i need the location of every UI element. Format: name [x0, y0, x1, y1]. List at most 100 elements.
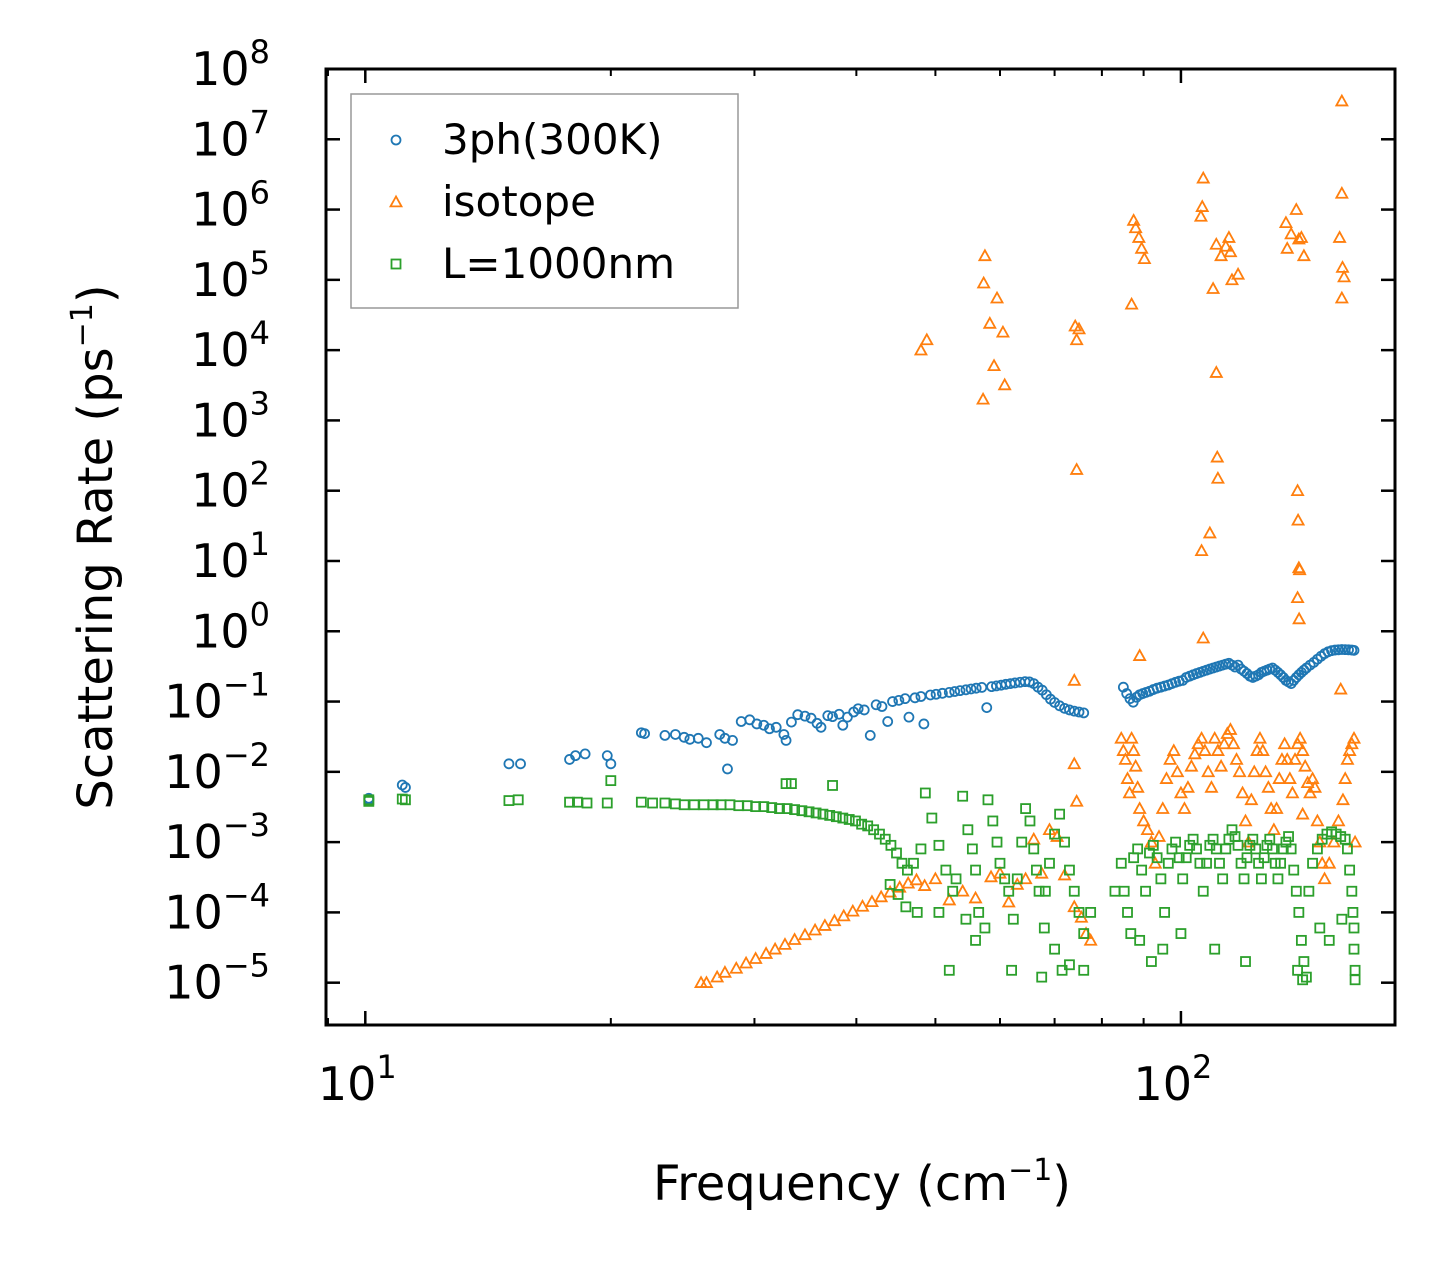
- data-point-circle: [899, 693, 911, 705]
- data-point-circle: [1348, 644, 1360, 656]
- data-point-circle: [858, 704, 870, 716]
- data-point-triangle: [1298, 758, 1313, 772]
- data-point-circle: [1336, 644, 1348, 655]
- data-point-triangle: [1289, 202, 1304, 215]
- data-point-triangle: [1194, 730, 1209, 744]
- data-point-circle: [727, 735, 738, 746]
- data-point-triangle: [1214, 248, 1229, 262]
- x-tick-exponent: 1: [376, 1048, 396, 1086]
- data-point-triangle: [1201, 764, 1216, 778]
- y-tick-exponent: 6: [250, 174, 270, 212]
- legend-marker-triangle: [388, 194, 404, 208]
- data-point-square: [1128, 852, 1140, 864]
- data-point-square: [1049, 828, 1060, 840]
- data-point-square: [564, 796, 575, 808]
- data-point-square: [1140, 885, 1151, 897]
- data-point-triangle: [1134, 241, 1149, 254]
- data-point-square: [1238, 873, 1250, 885]
- data-point-circle: [639, 728, 650, 739]
- data-point-triangle: [1210, 470, 1225, 484]
- data-point-square: [766, 802, 778, 813]
- y-tick-label: 108: [191, 33, 270, 96]
- data-point-square: [1201, 857, 1212, 869]
- data-point-triangle: [855, 898, 870, 912]
- data-point-triangle: [797, 927, 813, 941]
- data-point-triangle: [1346, 730, 1362, 744]
- data-point-triangle: [997, 377, 1012, 391]
- data-point-square: [1217, 873, 1229, 885]
- data-point-square: [933, 839, 945, 851]
- data-point-circle: [799, 710, 811, 722]
- data-point-circle: [925, 689, 936, 701]
- data-point-triangle: [977, 248, 992, 262]
- data-point-circle: [903, 711, 915, 723]
- data-point-square: [885, 839, 897, 851]
- data-point-square: [1184, 839, 1196, 851]
- data-point-square: [1054, 808, 1066, 820]
- data-point-triangle: [1310, 813, 1325, 827]
- y-tick-base: 10: [164, 745, 223, 799]
- data-point-triangle: [1223, 244, 1238, 258]
- y-tick-base: 10: [191, 112, 250, 166]
- data-point-circle: [918, 718, 930, 730]
- data-point-square: [830, 811, 842, 823]
- data-point-triangle: [913, 342, 928, 356]
- data-point-triangle: [1218, 238, 1233, 252]
- data-point-square: [1145, 956, 1157, 967]
- data-point-triangle: [909, 872, 924, 886]
- data-point-triangle: [1187, 746, 1202, 760]
- data-point-circle: [400, 782, 411, 793]
- data-point-triangle: [739, 955, 754, 969]
- data-point-square: [987, 815, 999, 827]
- data-point-circle: [659, 729, 671, 741]
- data-point-circle: [503, 758, 515, 770]
- data-point-square: [1191, 843, 1202, 855]
- data-point-triangle: [1128, 758, 1143, 772]
- data-point-triangle: [1285, 785, 1300, 799]
- data-point-square: [933, 907, 945, 918]
- data-point-square: [1323, 934, 1335, 946]
- y-tick-exponent: 7: [250, 103, 270, 141]
- legend: 3ph(300K) isotope L=1000nm: [350, 93, 739, 309]
- data-point-square: [678, 799, 690, 811]
- data-point-circle: [960, 684, 972, 696]
- data-point-square: [1085, 907, 1097, 918]
- series-circle-group: [363, 644, 1360, 806]
- data-point-circle: [965, 683, 977, 695]
- data-point-square: [1136, 864, 1148, 876]
- data-point-triangle: [1071, 321, 1087, 335]
- data-point-square: [994, 857, 1006, 869]
- x-axis-label-text: Frequency (cm: [653, 1156, 1008, 1212]
- data-point-triangle: [1334, 290, 1349, 304]
- data-point-triangle: [864, 894, 879, 907]
- data-point-square: [1223, 833, 1235, 845]
- data-point-square: [947, 885, 959, 897]
- data-point-square: [1162, 857, 1174, 869]
- data-point-square: [1344, 864, 1356, 876]
- data-point-square: [950, 873, 962, 885]
- y-tick-base: 10: [191, 393, 250, 447]
- data-point-triangle: [729, 960, 744, 974]
- data-point-square: [1122, 907, 1133, 918]
- y-tick-base: 10: [191, 183, 250, 237]
- data-point-triangle: [1340, 752, 1355, 765]
- data-point-square: [957, 790, 969, 802]
- data-point-triangle: [987, 358, 1002, 372]
- data-point-square: [1298, 956, 1310, 967]
- data-point-square: [1011, 873, 1023, 885]
- data-point-square: [1349, 974, 1361, 986]
- data-point-square: [581, 797, 593, 809]
- data-point-square: [1241, 852, 1253, 864]
- legend-label-3ph: 3ph(300K): [442, 115, 662, 164]
- y-tick-exponent: −4: [223, 876, 270, 914]
- data-point-triangle: [1223, 722, 1238, 735]
- data-point-triangle: [748, 951, 763, 964]
- data-point-square: [1064, 959, 1075, 971]
- data-point-triangle: [1069, 332, 1084, 346]
- data-point-circle: [692, 732, 704, 744]
- y-tick-exponent: −3: [223, 806, 270, 844]
- data-point-square: [1003, 885, 1015, 897]
- data-point-square: [902, 864, 913, 876]
- data-point-square: [1288, 864, 1300, 876]
- data-point-circle: [852, 703, 864, 715]
